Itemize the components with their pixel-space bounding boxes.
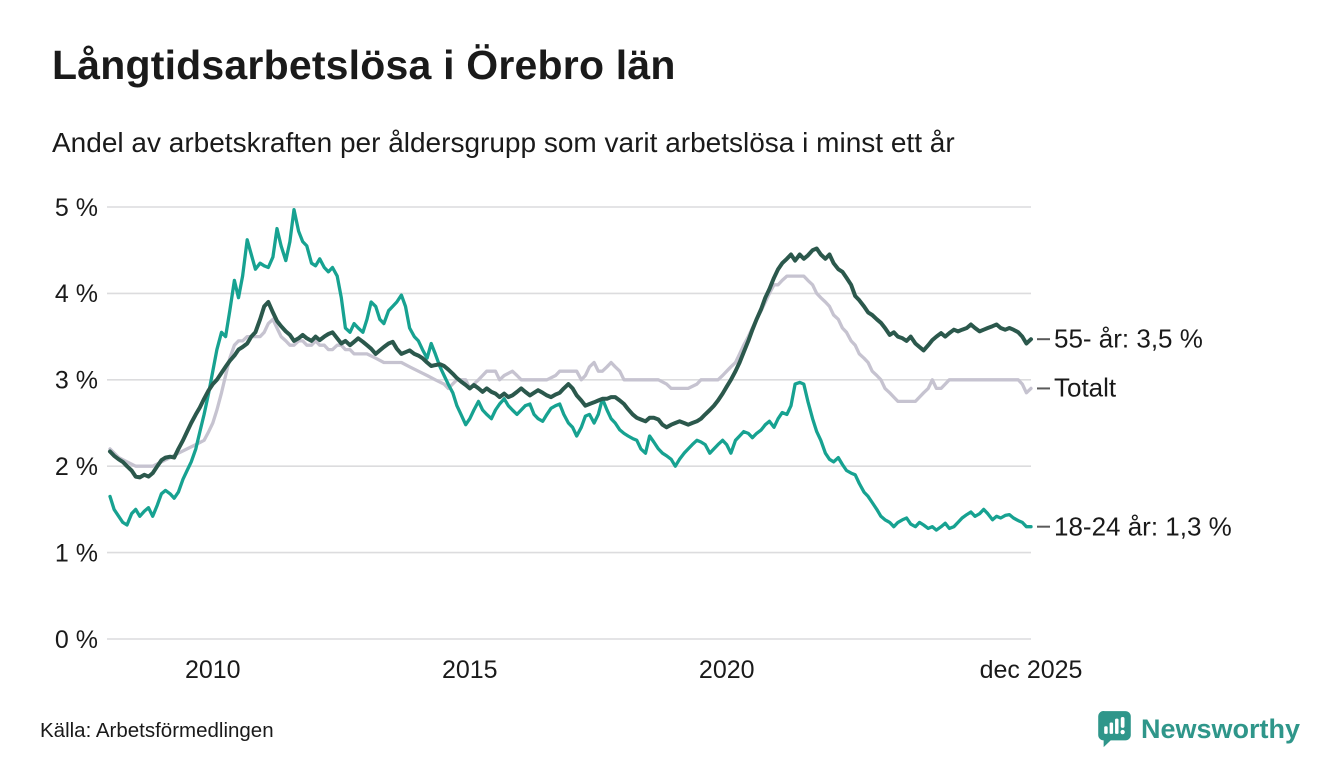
brand-name: Newsworthy: [1140, 713, 1300, 744]
x-tick-label: 2020: [699, 656, 755, 684]
x-tick-label: 2015: [442, 656, 498, 684]
page-subtitle: Andel av arbetskraften per åldersgrupp s…: [52, 127, 955, 158]
series-line-18-24: [108, 207, 1033, 532]
y-tick-label: 5 %: [55, 194, 98, 222]
page-title: Långtidsarbetslösa i Örebro län: [52, 42, 676, 88]
y-tick-label: 2 %: [55, 453, 98, 481]
newsworthy-brand: Newsworthy: [1097, 710, 1300, 748]
y-tick-label: 3 %: [55, 367, 98, 395]
series-line-55plus: [108, 246, 1033, 480]
x-tick-label: 2010: [185, 656, 241, 684]
newsworthy-logo-icon: [1098, 710, 1131, 748]
y-tick-label: 4 %: [55, 280, 98, 308]
series-end-label-55plus: 55- år: 3,5 %: [1054, 323, 1203, 354]
series-line-totalt: [108, 274, 1033, 468]
y-tick-label: 1 %: [55, 539, 98, 567]
series-end-label-18-24: 18-24 år: 1,3 %: [1054, 511, 1232, 542]
source-credit: Källa: Arbetsförmedlingen: [40, 719, 274, 742]
x-tick-label: dec 2025: [980, 656, 1083, 684]
y-tick-label: 0 %: [55, 626, 98, 654]
series-end-label-totalt: Totalt: [1054, 372, 1117, 403]
